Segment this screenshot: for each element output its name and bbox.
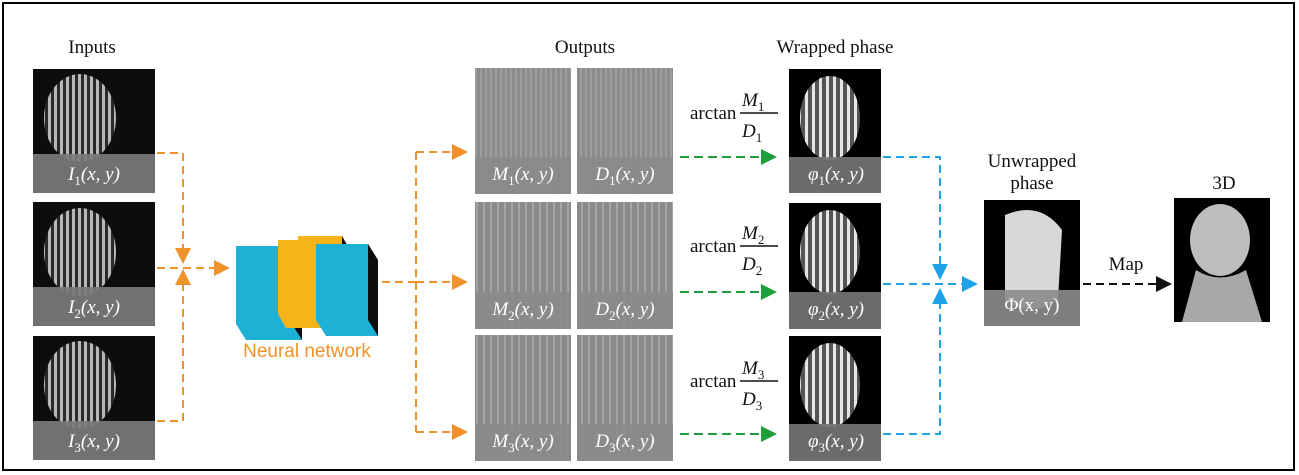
output-m-label-1: M1(x, y) <box>491 164 553 188</box>
unwrap-arrows <box>883 156 978 435</box>
input-label-2: I2(x, y) <box>67 297 120 321</box>
output-m-image-2 <box>475 202 571 329</box>
arctan-formula-3: arctan M3 D3 <box>690 358 778 413</box>
arctan-formula-1: arctan M1 D1 <box>690 90 778 145</box>
output-d-label-1: D1(x, y) <box>594 164 654 188</box>
output-d-image-3 <box>577 335 673 461</box>
output-d-image-2 <box>577 202 673 329</box>
svg-text:M3: M3 <box>741 358 764 382</box>
svg-text:D3: D3 <box>741 389 762 413</box>
svg-text:arctan: arctan <box>690 236 737 257</box>
output-m-label-2: M2(x, y) <box>491 299 553 323</box>
arctan-arrows <box>680 149 777 442</box>
output-m-label-3: M3(x, y) <box>491 431 553 455</box>
output-m-image-1 <box>475 68 571 194</box>
svg-text:M2: M2 <box>741 223 764 247</box>
inputs-header: Inputs <box>68 37 116 58</box>
wrapped-label-3: φ3(x, y) <box>808 431 864 455</box>
wrapped-phase-image-2 <box>789 203 881 329</box>
output-d-label-3: D3(x, y) <box>594 431 654 455</box>
svg-text:D2: D2 <box>741 254 762 278</box>
input-label-1: I1(x, y) <box>67 164 120 188</box>
map-label: Map <box>1109 254 1144 275</box>
neural-network-label: Neural network <box>243 341 371 362</box>
unwrapped-phase-header-line1: Unwrapped <box>988 151 1077 172</box>
input-image-3 <box>33 336 155 460</box>
input-image-1 <box>33 69 155 193</box>
outputs-header: Outputs <box>555 37 615 58</box>
input-label-3: I3(x, y) <box>67 431 120 455</box>
wrapped-phase-header: Wrapped phase <box>777 37 894 58</box>
svg-text:arctan: arctan <box>690 371 737 392</box>
input-image-2 <box>33 202 155 326</box>
output-d-label-2: D2(x, y) <box>594 299 654 323</box>
3d-result-image <box>1174 198 1270 322</box>
output-d-image-1 <box>577 68 673 194</box>
input-arrows <box>157 152 230 422</box>
output-m-image-3 <box>475 335 571 461</box>
arctan-formula-2: arctan M2 D2 <box>690 223 778 278</box>
3d-header: 3D <box>1212 173 1235 194</box>
neural-network-block <box>236 236 378 340</box>
svg-text:D1: D1 <box>741 121 762 145</box>
unwrapped-phase-header-line2: phase <box>1010 173 1053 194</box>
svg-text:M1: M1 <box>741 90 764 114</box>
wrapped-phase-image-1 <box>789 69 881 193</box>
wrapped-label-2: φ2(x, y) <box>808 299 864 323</box>
wrapped-label-1: φ1(x, y) <box>808 164 864 188</box>
wrapped-phase-image-3 <box>789 336 881 461</box>
svg-text:arctan: arctan <box>690 103 737 124</box>
unwrapped-phase-image <box>984 200 1080 326</box>
unwrapped-label: Φ(x, y) <box>1004 295 1059 316</box>
output-arrows <box>382 144 468 440</box>
